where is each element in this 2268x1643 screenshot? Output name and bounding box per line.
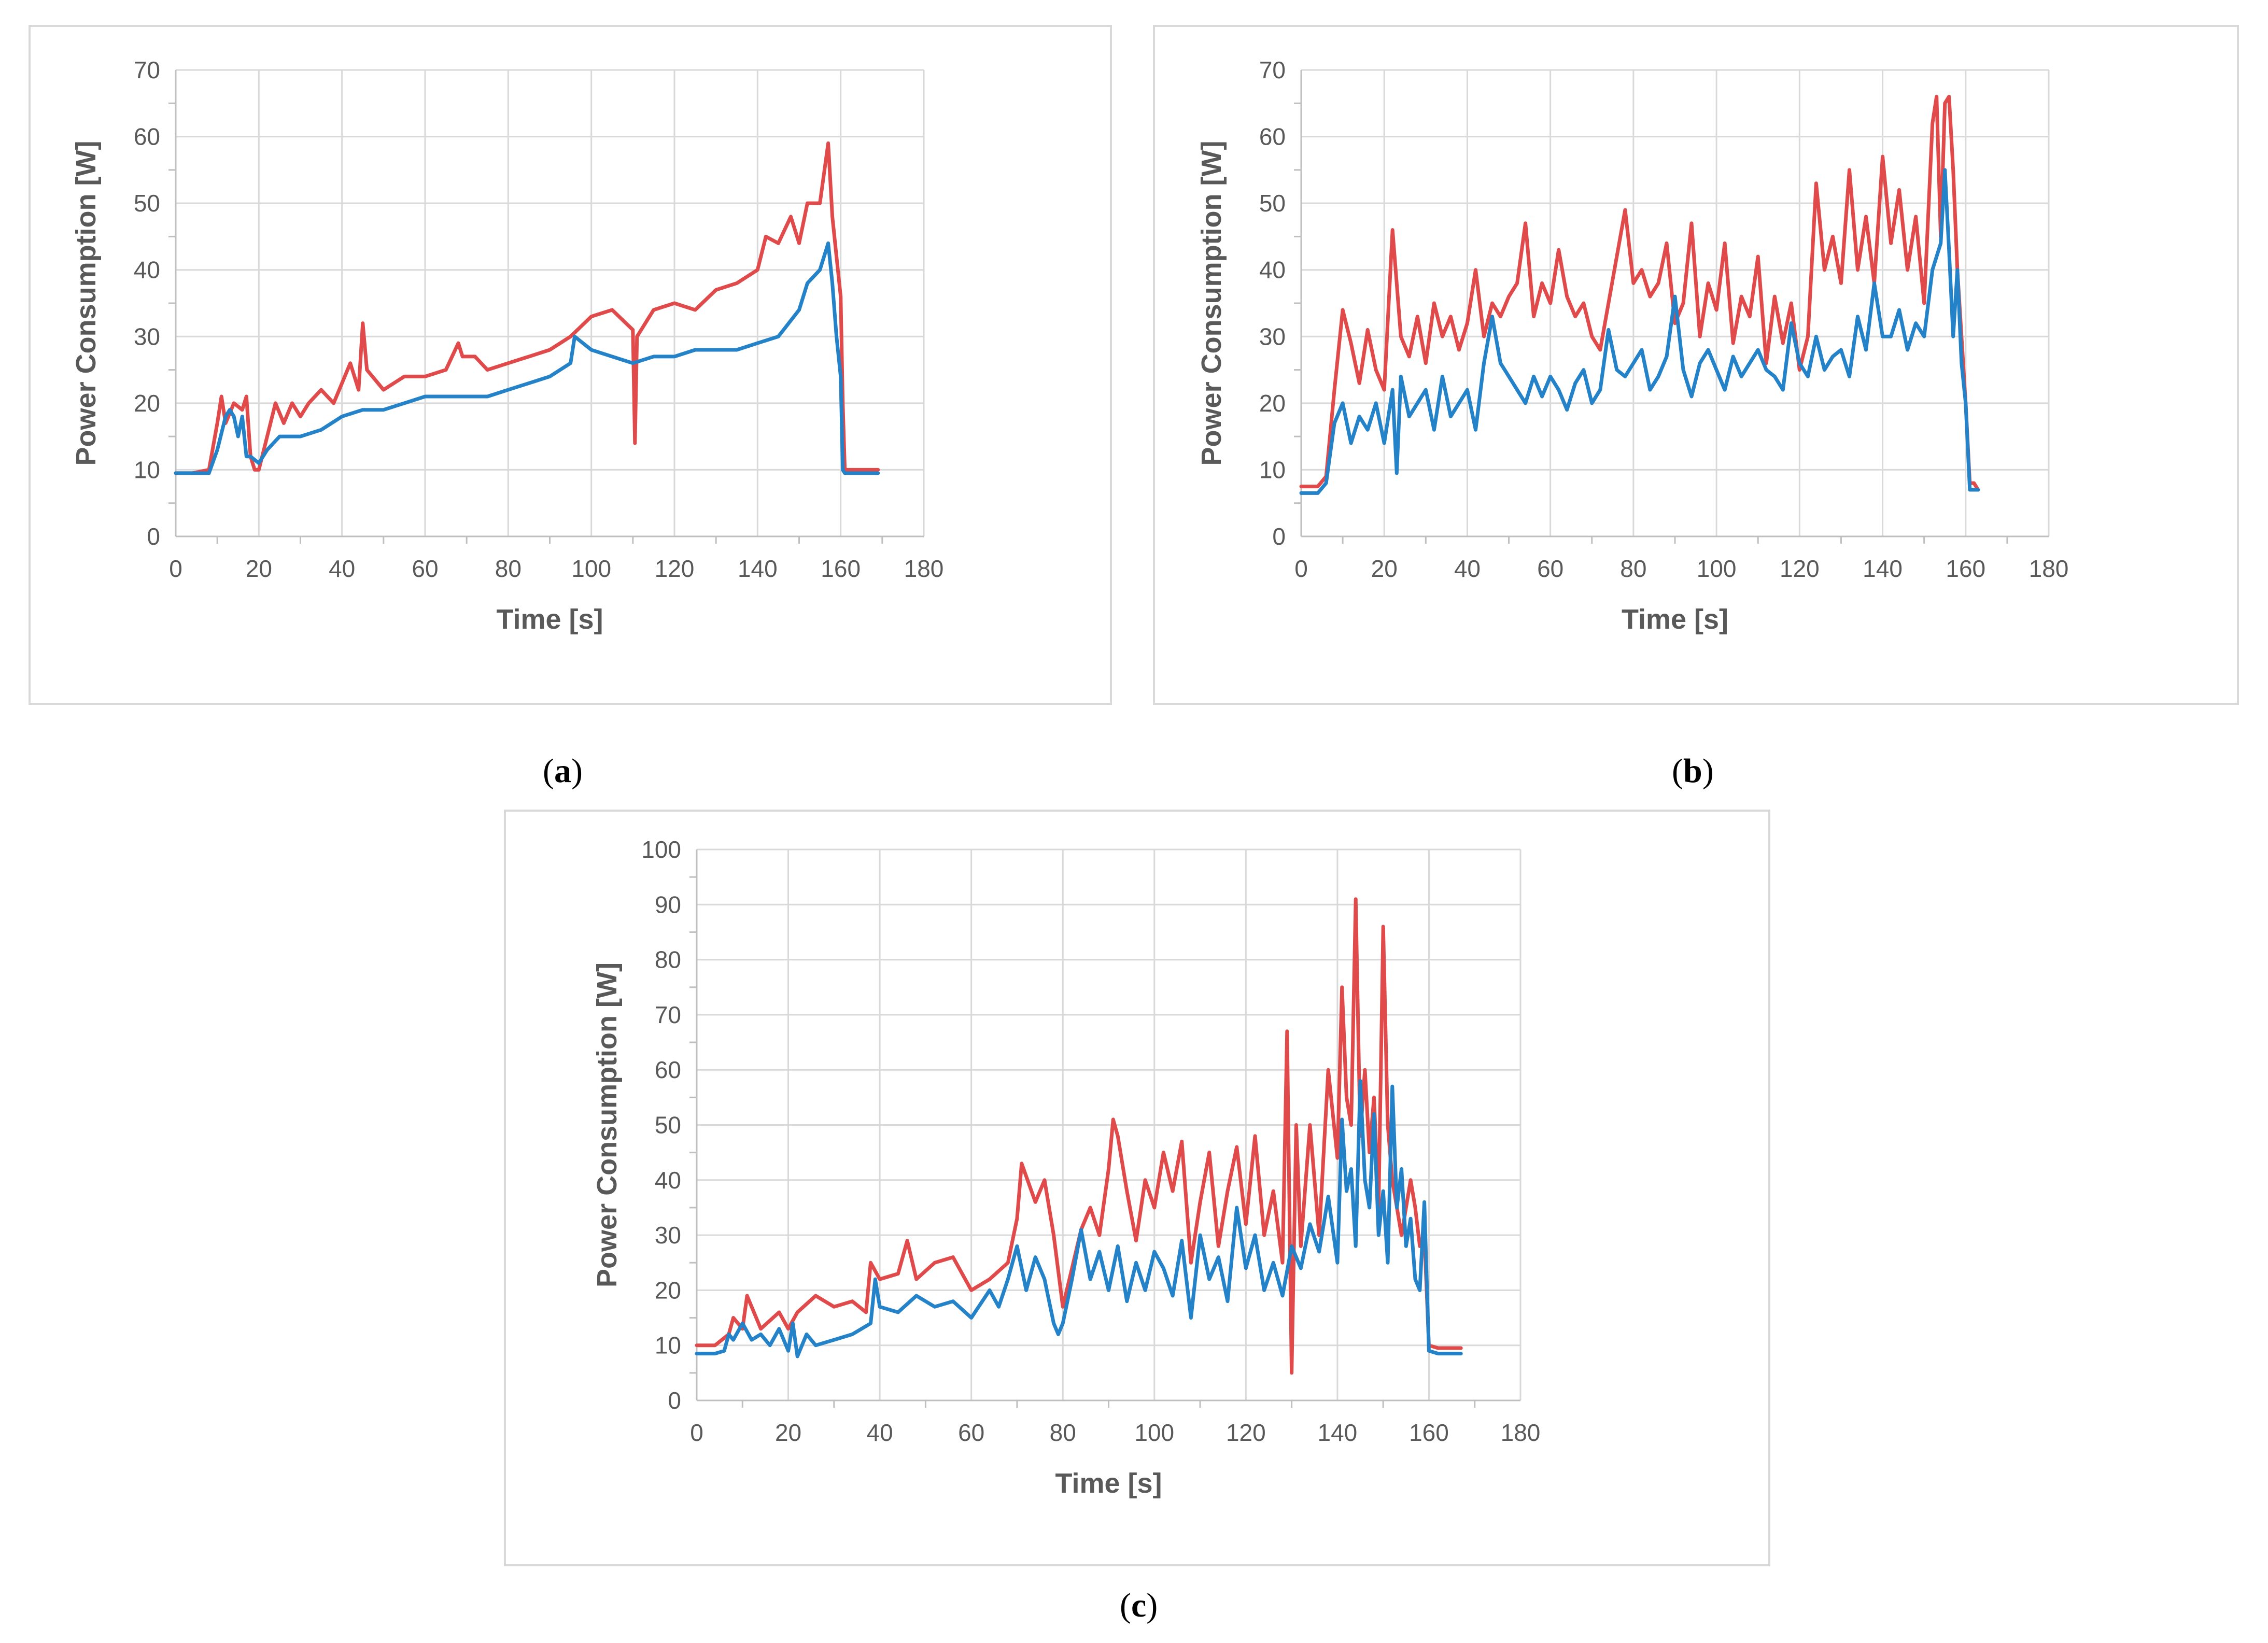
x-tick-label: 160 bbox=[1409, 1419, 1449, 1446]
series-line-2 bbox=[174, 241, 880, 475]
y-tick-label: 60 bbox=[1259, 123, 1286, 150]
y-tick-label: 50 bbox=[655, 1112, 681, 1139]
x-tick-label: 140 bbox=[738, 555, 778, 582]
x-tick-label: 20 bbox=[1371, 555, 1398, 582]
x-tick-label: 40 bbox=[1454, 555, 1481, 582]
series-line-2 bbox=[695, 1079, 1463, 1358]
y-tick-label: 50 bbox=[1259, 190, 1286, 217]
y-tick-label: 70 bbox=[1259, 56, 1286, 83]
x-tick-label: 60 bbox=[958, 1419, 984, 1446]
y-tick-label: 60 bbox=[655, 1056, 681, 1083]
y-tick-label: 30 bbox=[1259, 323, 1286, 350]
x-tick-label: 140 bbox=[1863, 555, 1903, 582]
x-tick-label: 120 bbox=[1226, 1419, 1266, 1446]
y-tick-label: 0 bbox=[147, 523, 160, 550]
x-tick-label: 140 bbox=[1318, 1419, 1358, 1446]
series-line-2 bbox=[1299, 168, 1980, 495]
gridlines bbox=[175, 69, 925, 537]
y-tick-label: 70 bbox=[655, 1001, 681, 1028]
gridlines bbox=[696, 848, 1522, 1401]
y-axis-title: Power Consumption [W] bbox=[71, 141, 102, 466]
y-tick-label: 10 bbox=[655, 1332, 681, 1359]
chart-panel-a: 0 20 40 60 80 100 120 140 160 180 0 10 20 30 40 50 60 70 T… bbox=[29, 25, 1112, 705]
chart-svg-c: 0 20 40 60 80 100 120 140 160 180 0 10 20 30 40 50 60 70 8… bbox=[591, 836, 1541, 1499]
x-tick-label: 180 bbox=[1501, 1419, 1541, 1446]
y-tick-label: 70 bbox=[134, 56, 160, 83]
y-tick-label: 90 bbox=[655, 891, 681, 918]
x-tick-label: 0 bbox=[690, 1419, 703, 1446]
series-line-1 bbox=[695, 897, 1463, 1375]
y-tick-label: 40 bbox=[655, 1167, 681, 1194]
y-tick-label: 20 bbox=[655, 1277, 681, 1304]
y-tick-label: 0 bbox=[668, 1387, 681, 1414]
x-tick-label: 20 bbox=[246, 555, 272, 582]
y-tick-label: 100 bbox=[641, 836, 681, 863]
x-tick-label: 40 bbox=[867, 1419, 893, 1446]
caption-c: (c) bbox=[1120, 1587, 1158, 1624]
y-tick-label: 40 bbox=[134, 257, 160, 284]
x-tick-label: 40 bbox=[329, 555, 355, 582]
x-tick-label: 120 bbox=[655, 555, 695, 582]
x-axis-title: Time [s] bbox=[1622, 604, 1728, 635]
x-axis-title: Time [s] bbox=[496, 604, 603, 635]
y-tick-label: 40 bbox=[1259, 257, 1286, 284]
chart-panel-c: 0 20 40 60 80 100 120 140 160 180 0 10 20 30 40 50 60 70 8… bbox=[504, 810, 1770, 1566]
x-tick-label: 120 bbox=[1780, 555, 1820, 582]
x-axis-title: Time [s] bbox=[1055, 1468, 1162, 1499]
caption-b: (b) bbox=[1672, 752, 1714, 790]
y-axis-title: Power Consumption [W] bbox=[1196, 141, 1227, 466]
series-line-1 bbox=[1299, 94, 1980, 492]
x-tick-label: 100 bbox=[1697, 555, 1737, 582]
chart-svg-a: 0 20 40 60 80 100 120 140 160 180 0 10 20 30 40 50 60 70 T… bbox=[71, 56, 944, 635]
x-tick-label: 160 bbox=[1946, 555, 1985, 582]
x-tick-label: 80 bbox=[495, 555, 522, 582]
chart-svg-b: 0 20 40 60 80 100 120 140 160 180 0 10 20 30 40 50 60 70 T… bbox=[1196, 56, 2069, 635]
y-tick-label: 50 bbox=[134, 190, 160, 217]
x-tick-label: 0 bbox=[1294, 555, 1308, 582]
x-tick-label: 60 bbox=[412, 555, 438, 582]
x-tick-label: 160 bbox=[821, 555, 861, 582]
series-line-1 bbox=[174, 141, 880, 475]
x-tick-label: 180 bbox=[2029, 555, 2069, 582]
x-tick-label: 80 bbox=[1050, 1419, 1076, 1446]
y-tick-label: 10 bbox=[134, 456, 160, 483]
x-tick-label: 60 bbox=[1537, 555, 1563, 582]
y-tick-label: 80 bbox=[655, 946, 681, 973]
y-tick-label: 20 bbox=[134, 390, 160, 417]
y-tick-label: 30 bbox=[134, 323, 160, 350]
y-tick-label: 10 bbox=[1259, 456, 1286, 483]
y-tick-label: 60 bbox=[134, 123, 160, 150]
y-tick-label: 0 bbox=[1272, 523, 1286, 550]
y-tick-label: 30 bbox=[655, 1222, 681, 1249]
x-tick-label: 100 bbox=[1134, 1419, 1174, 1446]
x-tick-label: 0 bbox=[169, 555, 182, 582]
x-tick-label: 20 bbox=[775, 1419, 801, 1446]
x-tick-label: 80 bbox=[1620, 555, 1646, 582]
y-tick-label: 20 bbox=[1259, 390, 1286, 417]
x-tick-label: 100 bbox=[571, 555, 611, 582]
chart-panel-b: 0 20 40 60 80 100 120 140 160 180 0 10 20 30 40 50 60 70 T… bbox=[1153, 25, 2239, 705]
y-axis-title: Power Consumption [W] bbox=[591, 962, 623, 1287]
x-tick-label: 180 bbox=[904, 555, 944, 582]
caption-a: (a) bbox=[543, 752, 583, 790]
